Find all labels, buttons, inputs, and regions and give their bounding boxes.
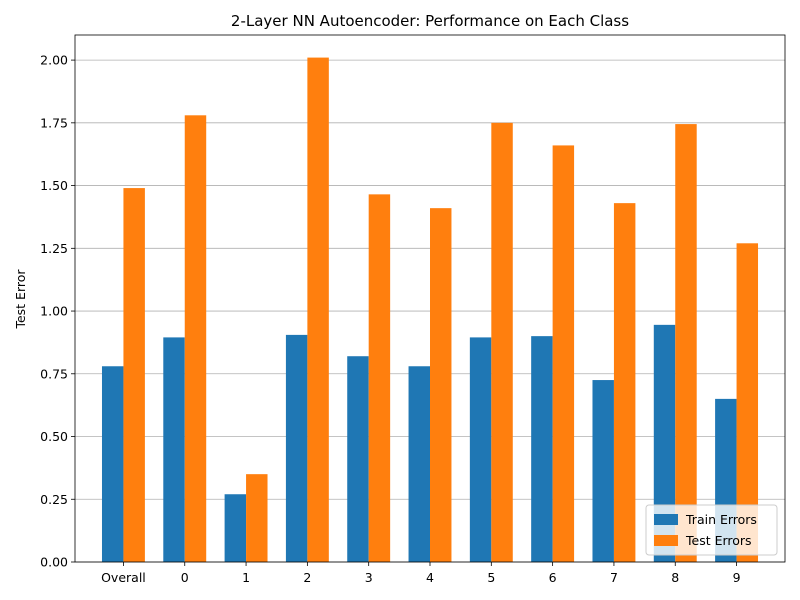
bar-test-Overall — [123, 188, 145, 563]
y-tick-label: 1.00 — [40, 304, 68, 319]
x-tick-label: 9 — [733, 570, 741, 585]
y-tick-label: 2.00 — [40, 53, 68, 68]
axes: 0.00 0.25 0.50 0.75 1.00 1.25 1.50 1.75 2.00 Over… — [40, 34, 786, 585]
x-tick-label: 5 — [487, 570, 495, 585]
y-tick-label: 0.50 — [40, 429, 68, 444]
y-axis-label: Test Error — [13, 269, 28, 330]
bar-test-4 — [430, 208, 452, 562]
bar-test-6 — [552, 145, 575, 562]
x-tick-label: 2 — [303, 570, 311, 585]
bar-test-0 — [184, 115, 207, 563]
y-tick-label: 1.50 — [40, 178, 68, 193]
bar-test-2 — [307, 57, 329, 562]
bar-train-Overall — [101, 366, 124, 562]
bar-test-5 — [491, 122, 513, 562]
x-tick-label: 8 — [671, 570, 679, 585]
legend-label: Test Errors — [685, 533, 752, 548]
bar-train-5 — [469, 337, 492, 562]
bar-test-1 — [246, 474, 268, 562]
bar-train-1 — [224, 494, 247, 562]
chart-title: 2-Layer NN Autoencoder: Performance on E… — [231, 12, 629, 30]
bar-test-9 — [736, 243, 759, 563]
x-tick-label: 1 — [242, 570, 250, 585]
legend-box — [645, 504, 778, 556]
x-tick-label: 6 — [549, 570, 557, 585]
x-tick-label: 4 — [426, 570, 434, 585]
x-tick-label: 0 — [181, 570, 189, 585]
bar-train-6 — [531, 336, 553, 562]
y-tick-label: 1.25 — [40, 241, 68, 256]
bar-train-0 — [163, 337, 185, 562]
legend-label: Train Errors — [685, 512, 757, 527]
y-tick-label: 0.25 — [40, 492, 68, 507]
bar-test-7 — [613, 203, 636, 562]
legend-swatch — [654, 535, 678, 546]
bar-train-4 — [408, 366, 430, 562]
bar-test-8 — [675, 124, 697, 562]
bar-train-8 — [653, 324, 676, 562]
x-tick-label: 3 — [365, 570, 373, 585]
x-tick-label: Overall — [101, 570, 146, 585]
y-tick-label: 0.00 — [40, 555, 68, 570]
y-tick-label: 1.75 — [40, 115, 68, 130]
legend: Train Errors Test Errors — [645, 504, 778, 556]
plot-frame — [74, 34, 786, 563]
bar-test-3 — [368, 194, 391, 562]
bar-train-3 — [347, 356, 369, 562]
bar-train-7 — [592, 380, 614, 562]
bars — [101, 57, 759, 563]
legend-swatch — [654, 514, 678, 525]
x-tick-label: 7 — [610, 570, 618, 585]
y-tick-label: 0.75 — [40, 366, 68, 381]
bar-train-2 — [285, 334, 308, 562]
